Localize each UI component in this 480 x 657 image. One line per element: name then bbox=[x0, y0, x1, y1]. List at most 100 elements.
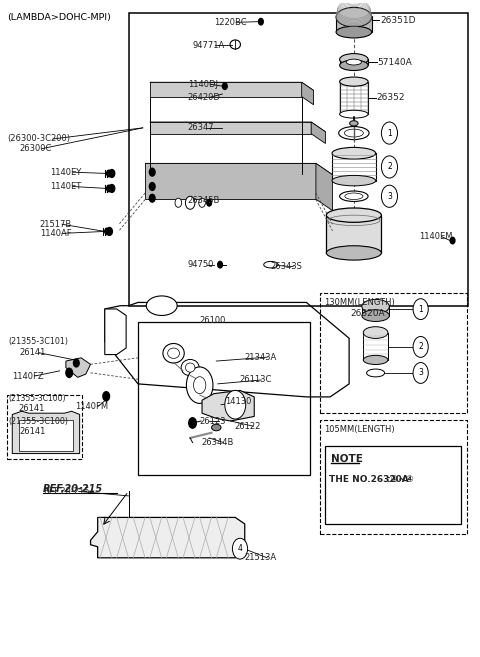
Text: 130MM(LENGTH): 130MM(LENGTH) bbox=[324, 298, 395, 307]
Text: 3: 3 bbox=[387, 192, 392, 201]
Text: 26100: 26100 bbox=[200, 315, 226, 325]
Bar bbox=[336, 16, 372, 32]
Ellipse shape bbox=[146, 296, 177, 315]
Circle shape bbox=[175, 198, 181, 208]
Text: 1220BC: 1220BC bbox=[214, 18, 247, 27]
Polygon shape bbox=[12, 411, 80, 453]
Bar bbox=[320, 292, 467, 413]
Text: 26347: 26347 bbox=[188, 124, 215, 132]
Polygon shape bbox=[301, 82, 313, 104]
Text: NOTE: NOTE bbox=[331, 454, 363, 464]
Circle shape bbox=[149, 183, 155, 191]
Ellipse shape bbox=[340, 54, 368, 65]
Text: 1140FM: 1140FM bbox=[75, 402, 108, 411]
Ellipse shape bbox=[363, 327, 388, 338]
Text: 105MM(LENGTH): 105MM(LENGTH) bbox=[324, 425, 395, 434]
Bar bbox=[363, 332, 388, 360]
Text: 1140ET: 1140ET bbox=[50, 182, 82, 191]
Polygon shape bbox=[150, 82, 313, 91]
Text: 26122: 26122 bbox=[234, 422, 261, 431]
Ellipse shape bbox=[340, 77, 368, 86]
Text: 26420D: 26420D bbox=[188, 93, 221, 102]
Circle shape bbox=[382, 156, 397, 178]
Bar bbox=[320, 420, 467, 533]
Circle shape bbox=[186, 367, 213, 403]
Circle shape bbox=[66, 368, 72, 377]
Text: 26141: 26141 bbox=[18, 404, 44, 413]
Ellipse shape bbox=[367, 369, 384, 377]
Polygon shape bbox=[145, 164, 333, 175]
Ellipse shape bbox=[163, 344, 184, 363]
Circle shape bbox=[382, 185, 397, 208]
Text: 94750: 94750 bbox=[188, 260, 214, 269]
Ellipse shape bbox=[344, 129, 363, 137]
Circle shape bbox=[107, 227, 112, 235]
Text: 26123: 26123 bbox=[200, 417, 226, 426]
Polygon shape bbox=[66, 358, 91, 377]
Text: 2: 2 bbox=[387, 162, 392, 171]
Polygon shape bbox=[202, 390, 254, 421]
Circle shape bbox=[107, 170, 111, 177]
Text: REF.20-215: REF.20-215 bbox=[43, 484, 103, 495]
Polygon shape bbox=[105, 302, 349, 397]
Text: 26300C: 26300C bbox=[19, 144, 52, 153]
Text: (21355-3C100): (21355-3C100) bbox=[9, 417, 69, 426]
Circle shape bbox=[259, 18, 263, 25]
Bar bbox=[7, 395, 83, 459]
Polygon shape bbox=[150, 122, 325, 132]
Ellipse shape bbox=[340, 191, 368, 202]
Ellipse shape bbox=[349, 121, 358, 126]
Circle shape bbox=[218, 261, 222, 268]
Text: 1140FZ: 1140FZ bbox=[12, 372, 44, 380]
Polygon shape bbox=[19, 420, 73, 451]
Circle shape bbox=[107, 185, 111, 192]
Text: 1140EY: 1140EY bbox=[50, 168, 82, 177]
Circle shape bbox=[189, 418, 196, 428]
Circle shape bbox=[199, 198, 205, 208]
Circle shape bbox=[382, 122, 397, 144]
Ellipse shape bbox=[346, 59, 361, 65]
Circle shape bbox=[185, 196, 195, 210]
Circle shape bbox=[109, 185, 115, 193]
Text: 26343S: 26343S bbox=[271, 262, 303, 271]
Text: REF.20-215: REF.20-215 bbox=[43, 487, 90, 496]
Text: 21517B: 21517B bbox=[40, 220, 72, 229]
Ellipse shape bbox=[264, 261, 278, 268]
Text: 26113C: 26113C bbox=[239, 375, 271, 384]
Circle shape bbox=[207, 200, 212, 206]
Ellipse shape bbox=[181, 359, 199, 376]
Circle shape bbox=[413, 363, 428, 384]
Text: 4: 4 bbox=[238, 544, 242, 553]
Polygon shape bbox=[311, 122, 325, 143]
Text: :①~④: :①~④ bbox=[384, 475, 413, 484]
Circle shape bbox=[193, 376, 206, 394]
Ellipse shape bbox=[332, 147, 376, 159]
Text: (21355-3C100): (21355-3C100) bbox=[9, 394, 66, 403]
Circle shape bbox=[149, 168, 155, 176]
Text: 57140A: 57140A bbox=[378, 58, 412, 66]
Text: (21355-3C101): (21355-3C101) bbox=[9, 337, 69, 346]
Ellipse shape bbox=[362, 300, 389, 313]
Polygon shape bbox=[150, 122, 311, 134]
Ellipse shape bbox=[362, 309, 389, 321]
Text: 1140DJ: 1140DJ bbox=[188, 79, 218, 89]
Bar bbox=[326, 215, 382, 253]
Text: 1: 1 bbox=[387, 129, 392, 137]
Text: 26352: 26352 bbox=[377, 93, 405, 102]
Ellipse shape bbox=[168, 348, 180, 359]
Text: 26344B: 26344B bbox=[201, 438, 233, 447]
Polygon shape bbox=[145, 164, 316, 199]
Ellipse shape bbox=[212, 424, 221, 431]
Circle shape bbox=[413, 299, 428, 319]
Text: 26320A: 26320A bbox=[350, 309, 385, 318]
Ellipse shape bbox=[339, 127, 369, 139]
Text: 14130: 14130 bbox=[225, 397, 251, 406]
Text: 26345B: 26345B bbox=[188, 196, 220, 206]
Ellipse shape bbox=[336, 26, 372, 38]
Circle shape bbox=[103, 392, 109, 401]
Text: 1140AF: 1140AF bbox=[40, 229, 72, 238]
Circle shape bbox=[109, 170, 115, 177]
Ellipse shape bbox=[340, 110, 368, 118]
Circle shape bbox=[413, 336, 428, 357]
Text: 21343A: 21343A bbox=[245, 353, 277, 361]
